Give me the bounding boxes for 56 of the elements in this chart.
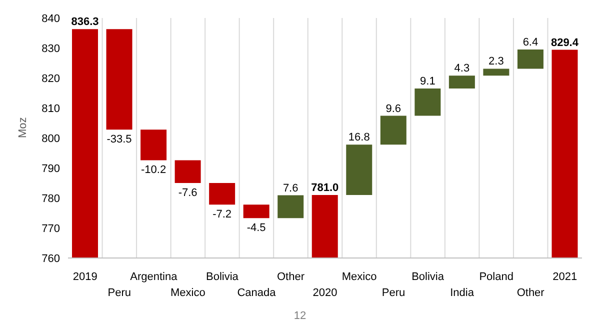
data-label: 9.1 [420,76,436,88]
y-tick-label: 800 [42,132,60,145]
data-label: -7.2 [212,208,232,221]
bar [448,76,475,88]
data-label: 16.8 [348,132,370,144]
data-label: 9.6 [386,102,402,115]
x-tick-label: 2019 [72,271,98,283]
x-tick-label: Bolivia [206,271,240,283]
x-tick-label: Mexico [170,287,206,299]
bar [380,116,406,145]
data-label: 4.3 [454,62,470,75]
y-tick-label: 790 [42,162,60,175]
data-label: -10.2 [140,164,166,176]
x-tick-label: Other [516,287,545,299]
bar [312,195,338,258]
x-tick-label: Peru [108,287,132,299]
y-tick-label: 810 [42,102,60,115]
y-tick-label: 780 [42,192,60,205]
x-tick-label: Other [276,271,305,283]
data-label: 7.6 [282,182,298,194]
x-tick-label: Peru [382,287,406,299]
x-tick-label: India [450,287,475,299]
bar [209,183,236,205]
bar [346,144,372,195]
bar [174,160,201,183]
data-label: 2.3 [488,56,504,68]
x-tick-label: Argentina [130,271,178,283]
data-label: 6.4 [522,36,538,48]
x-tick-label: 2020 [312,287,338,299]
y-tick-label: 840 [42,12,60,25]
y-axis-title: Moz [16,117,29,138]
bar [140,130,167,160]
data-label: -7.6 [178,187,198,199]
x-tick-label: Mexico [342,271,377,283]
bar [414,88,441,116]
x-tick-label: Poland [479,271,514,283]
bar [517,50,544,69]
x-tick-label: Bolivia [412,271,445,283]
data-label: -33.5 [106,134,132,146]
text: 12 [292,310,308,322]
y-tick-label: 770 [42,222,60,235]
data-label: 836.3 [71,16,99,28]
bar [72,29,98,258]
bar [278,195,304,218]
x-tick-label: Canada [237,287,277,299]
bar [483,68,510,76]
data-label: -4.5 [246,222,266,234]
x-tick-label: 2021 [552,271,578,283]
bar [243,204,270,218]
data-label: 829.4 [550,36,580,49]
y-tick-label: 830 [42,42,60,55]
y-tick-label: 760 [42,252,60,265]
y-tick-label: 820 [42,72,60,85]
bar [552,50,578,258]
bar [106,29,132,130]
data-label: 781.0 [311,182,339,194]
